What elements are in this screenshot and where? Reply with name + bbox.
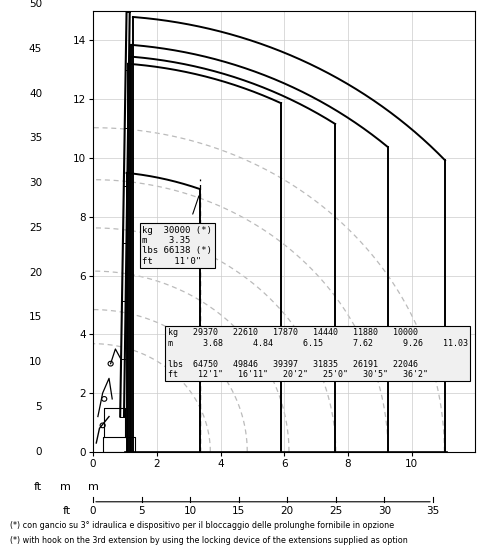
Text: 30: 30 <box>378 506 391 516</box>
Text: 10: 10 <box>29 357 42 368</box>
Text: 10: 10 <box>184 506 197 516</box>
Text: 50: 50 <box>29 0 42 9</box>
Text: 5: 5 <box>35 402 42 412</box>
Text: 0: 0 <box>90 506 97 516</box>
Text: kg   29370   22610   17870   14440   11880   10000
m      3.68      4.84      6.: kg 29370 22610 17870 14440 11880 10000 m… <box>168 328 468 379</box>
Text: 20: 20 <box>281 506 294 516</box>
Text: 35: 35 <box>426 506 440 516</box>
Text: ft: ft <box>34 482 42 492</box>
Text: 15: 15 <box>232 506 245 516</box>
Text: ft: ft <box>63 506 71 516</box>
Text: 15: 15 <box>29 312 42 322</box>
Text: (*) con gancio su 3° idraulica e dispositivo per il bloccaggio delle prolunghe f: (*) con gancio su 3° idraulica e disposi… <box>10 521 394 530</box>
Text: 20: 20 <box>29 268 42 278</box>
Text: (*) with hook on the 3rd extension by using the locking device of the extensions: (*) with hook on the 3rd extension by us… <box>10 536 408 544</box>
Text: 5: 5 <box>138 506 145 516</box>
Text: m: m <box>60 482 71 492</box>
Text: 45: 45 <box>29 44 42 54</box>
Text: 0: 0 <box>36 447 42 457</box>
Text: m: m <box>88 482 98 492</box>
Text: 35: 35 <box>29 133 42 143</box>
Text: 40: 40 <box>29 89 42 99</box>
Text: 30: 30 <box>29 178 42 188</box>
Text: kg  30000 (*)
m    3.35
lbs 66138 (*)
ft    11'0": kg 30000 (*) m 3.35 lbs 66138 (*) ft 11'… <box>143 225 212 266</box>
Text: 25: 25 <box>29 223 42 233</box>
Text: 25: 25 <box>329 506 343 516</box>
